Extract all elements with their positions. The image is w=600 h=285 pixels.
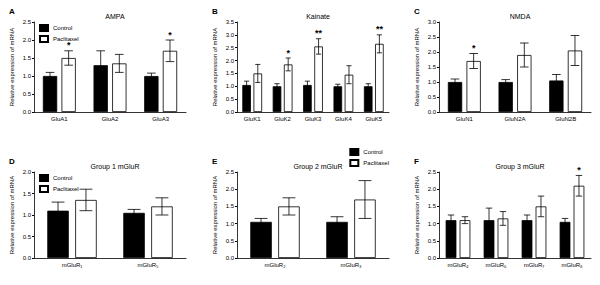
svg-text:0.5: 0.5	[226, 96, 235, 102]
svg-text:mGluR₂: mGluR₂	[265, 262, 287, 268]
svg-text:F: F	[414, 157, 419, 166]
svg-text:1.5: 1.5	[23, 55, 32, 61]
svg-text:Paclitaxel: Paclitaxel	[53, 36, 79, 42]
svg-text:*: *	[472, 43, 476, 53]
svg-text:mGluR₁: mGluR₁	[62, 262, 83, 268]
svg-text:mGluR₅: mGluR₅	[137, 262, 159, 268]
svg-text:*: *	[286, 48, 290, 58]
svg-text:GluN2A: GluN2A	[504, 116, 525, 122]
svg-text:0.5: 0.5	[428, 238, 437, 244]
svg-text:0.5: 0.5	[428, 94, 437, 100]
svg-text:1.0: 1.0	[226, 221, 235, 227]
svg-text:0.0: 0.0	[428, 109, 437, 115]
svg-text:Control: Control	[53, 175, 72, 181]
svg-text:0.5: 0.5	[226, 238, 235, 244]
svg-text:E: E	[212, 157, 218, 166]
svg-text:1.5: 1.5	[428, 64, 437, 70]
svg-text:GluN2B: GluN2B	[555, 116, 576, 122]
svg-text:2.0: 2.0	[226, 58, 235, 64]
svg-text:3.0: 3.0	[428, 19, 437, 25]
svg-text:Relative expression of mRNA: Relative expression of mRNA	[414, 176, 420, 254]
svg-text:1.5: 1.5	[226, 70, 235, 76]
svg-text:GluK3: GluK3	[305, 116, 322, 122]
svg-text:1.5: 1.5	[428, 203, 437, 209]
svg-text:C: C	[414, 7, 420, 16]
svg-text:1.5: 1.5	[23, 191, 32, 197]
svg-text:**: **	[376, 24, 384, 34]
svg-text:0.0: 0.0	[226, 109, 235, 115]
svg-text:Group 1 mGluR: Group 1 mGluR	[90, 163, 139, 171]
svg-text:NMDA: NMDA	[510, 13, 531, 20]
svg-text:mGluR₇: mGluR₇	[524, 262, 545, 268]
svg-text:3.0: 3.0	[226, 32, 235, 38]
svg-text:AMPA: AMPA	[105, 13, 125, 20]
svg-text:1.5: 1.5	[226, 203, 235, 209]
svg-text:0.0: 0.0	[23, 255, 32, 261]
svg-text:2.0: 2.0	[23, 37, 32, 43]
svg-text:2.5: 2.5	[226, 45, 235, 51]
svg-text:Relative expression of mRNA: Relative expression of mRNA	[414, 28, 420, 106]
svg-text:Relative expression of mRNA: Relative expression of mRNA	[212, 28, 218, 106]
svg-text:*: *	[67, 40, 71, 50]
svg-text:GluK2: GluK2	[274, 116, 291, 122]
svg-text:1.0: 1.0	[226, 83, 235, 89]
svg-text:0.5: 0.5	[23, 234, 32, 240]
svg-text:Group 3 mGluR: Group 3 mGluR	[495, 163, 544, 171]
svg-text:1.0: 1.0	[23, 212, 32, 218]
svg-text:B: B	[212, 7, 218, 16]
svg-text:Paclitaxel: Paclitaxel	[363, 160, 389, 166]
svg-text:0.0: 0.0	[428, 255, 437, 261]
svg-text:Relative expression of mRNA: Relative expression of mRNA	[9, 28, 15, 106]
svg-text:GluA2: GluA2	[102, 116, 119, 122]
svg-text:mGluR₃: mGluR₃	[340, 262, 362, 268]
svg-text:D: D	[9, 157, 15, 166]
svg-text:2.5: 2.5	[226, 169, 235, 175]
svg-text:Paclitaxel: Paclitaxel	[53, 186, 79, 192]
svg-text:GluN1: GluN1	[456, 116, 474, 122]
svg-text:0.0: 0.0	[226, 255, 235, 261]
svg-text:1.0: 1.0	[428, 221, 437, 227]
svg-text:GluK4: GluK4	[335, 116, 352, 122]
svg-text:2.0: 2.0	[23, 169, 32, 175]
svg-text:0.0: 0.0	[23, 109, 32, 115]
svg-text:*: *	[168, 30, 172, 40]
svg-text:Kainate: Kainate	[306, 13, 330, 20]
svg-text:Relative expression of mRNA: Relative expression of mRNA	[212, 176, 218, 254]
svg-text:3.5: 3.5	[226, 19, 235, 25]
svg-text:*: *	[577, 165, 581, 175]
svg-text:mGluR₈: mGluR₈	[561, 262, 583, 268]
svg-text:Control: Control	[53, 25, 72, 31]
svg-text:2.0: 2.0	[428, 49, 437, 55]
svg-text:0.5: 0.5	[23, 91, 32, 97]
svg-text:Control: Control	[363, 149, 382, 155]
svg-text:A: A	[9, 7, 15, 16]
svg-text:mGluR₄: mGluR₄	[447, 262, 469, 268]
svg-text:Relative expression of mRNA: Relative expression of mRNA	[9, 176, 15, 254]
svg-text:GluA3: GluA3	[152, 116, 169, 122]
svg-text:mGluR₆: mGluR₆	[485, 262, 507, 268]
svg-text:GluA1: GluA1	[51, 116, 68, 122]
svg-text:**: **	[315, 28, 323, 38]
svg-text:2.5: 2.5	[428, 34, 437, 40]
svg-text:GluK5: GluK5	[365, 116, 382, 122]
svg-text:2.0: 2.0	[428, 186, 437, 192]
svg-text:2.5: 2.5	[428, 169, 437, 175]
svg-text:GluK1: GluK1	[244, 116, 261, 122]
svg-text:2.0: 2.0	[226, 186, 235, 192]
svg-text:1.0: 1.0	[23, 73, 32, 79]
svg-text:2.5: 2.5	[23, 19, 32, 25]
svg-text:Group 2 mGluR: Group 2 mGluR	[293, 163, 342, 171]
svg-text:1.0: 1.0	[428, 79, 437, 85]
